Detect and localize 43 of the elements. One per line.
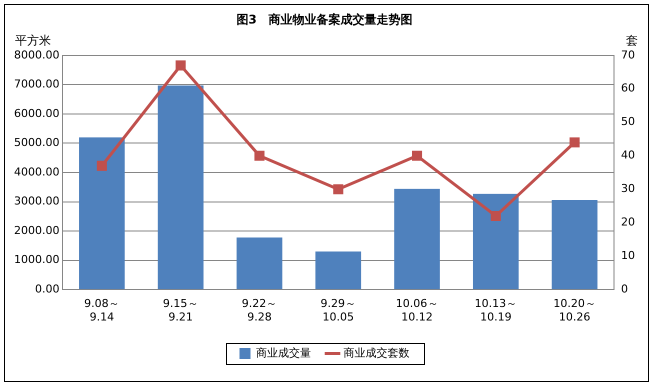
- y-tick-label: 5000.00: [14, 136, 60, 150]
- y2-tick-label: 30: [621, 182, 636, 196]
- point: [412, 150, 422, 161]
- bar: [394, 188, 440, 290]
- point: [333, 184, 344, 194]
- bar: [552, 200, 598, 290]
- bar: [158, 86, 204, 290]
- x-tick-label: 9.29～10.05: [320, 297, 356, 324]
- x-tick-label: 9.22～9.28: [242, 297, 278, 324]
- point: [96, 160, 107, 171]
- x-tick-label: 10.20～10.26: [553, 297, 596, 324]
- y-tick-label: 2000.00: [14, 224, 60, 237]
- legend-label: 商业成交量: [256, 346, 311, 360]
- y2-tick-label: 40: [621, 148, 636, 162]
- y2-tick-label: 10: [621, 249, 636, 262]
- y2-tick-label: 70: [621, 48, 636, 62]
- y-tick-label: 4000.00: [14, 165, 60, 178]
- legend-label: 商业成交套数: [344, 346, 410, 360]
- x-tick-label: 9.15～9.21: [162, 297, 198, 324]
- y-tick-label: 8000.00: [14, 48, 60, 62]
- chart-title: 图3 商业物业备案成交量走势图: [236, 12, 413, 26]
- bar: [315, 252, 362, 290]
- bar: [472, 194, 519, 290]
- x-tick-label: 10.06～10.12: [396, 297, 438, 324]
- x-tick-label: 10.13～10.19: [474, 297, 518, 324]
- y-tick-label: 7000.00: [14, 78, 60, 91]
- point: [176, 60, 186, 70]
- y-tick-label: 0.00: [34, 282, 60, 296]
- point: [490, 210, 501, 222]
- y2-axis-title: 套: [626, 34, 638, 48]
- y2-tick-label: 0: [621, 282, 628, 296]
- y-tick-label: 1000.00: [14, 253, 60, 266]
- y-tick-label: 3000.00: [14, 194, 60, 208]
- y-tick-label: 6000.00: [14, 106, 60, 120]
- bar: [236, 237, 282, 290]
- y-axis-title: 平方米: [15, 34, 51, 48]
- bar: [79, 137, 125, 290]
- y2-tick-label: 50: [621, 115, 636, 128]
- point: [570, 137, 580, 148]
- point: [254, 150, 264, 161]
- y2-tick-label: 20: [621, 216, 636, 229]
- x-tick-label: 9.08～9.14: [84, 297, 120, 324]
- y2-tick-label: 60: [621, 82, 636, 95]
